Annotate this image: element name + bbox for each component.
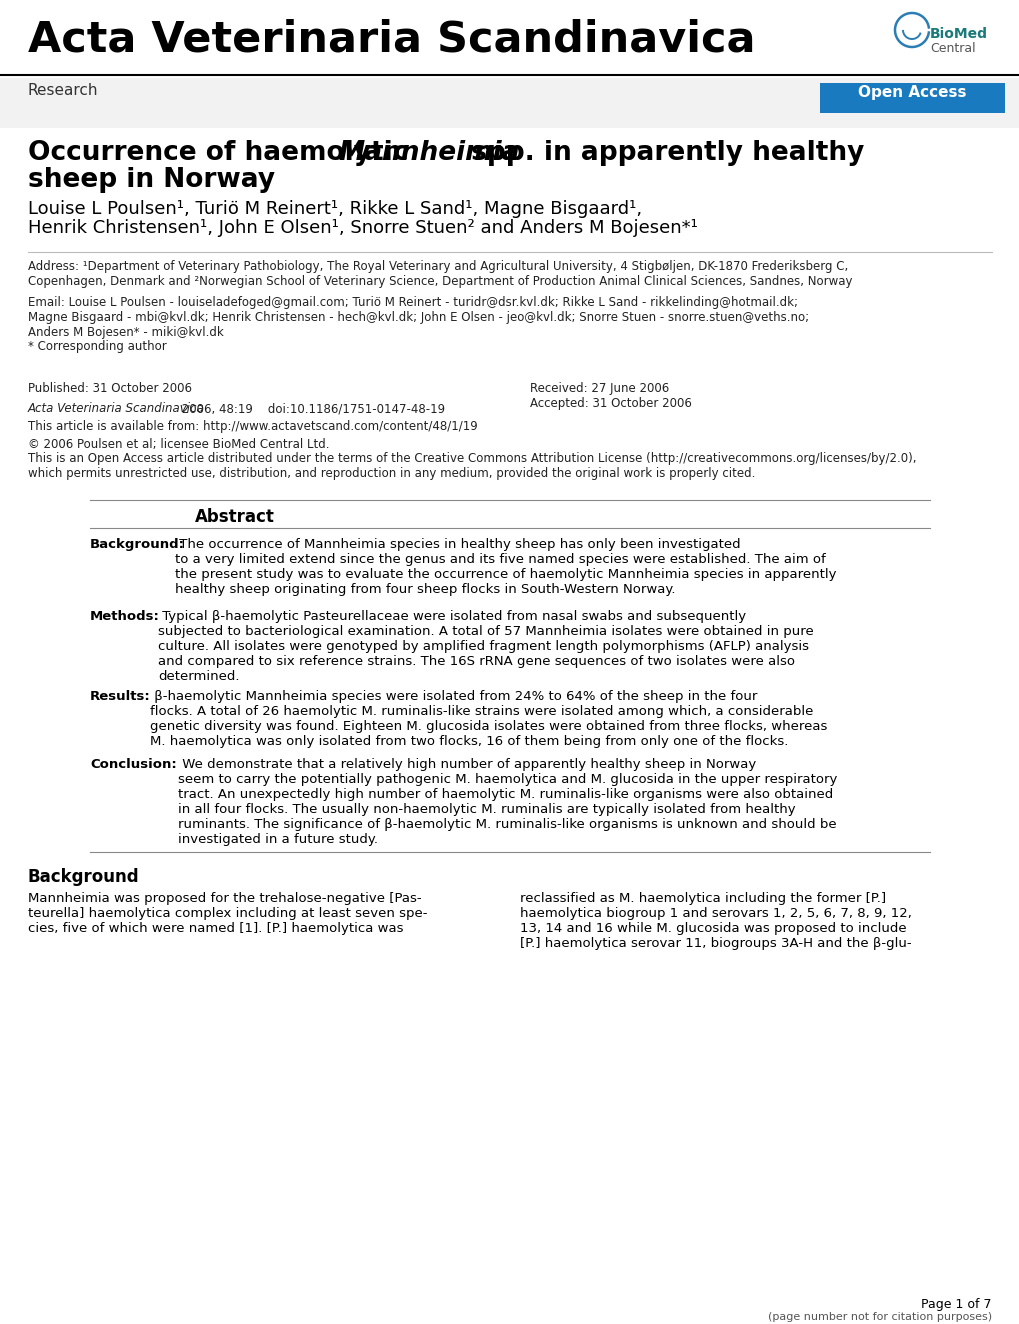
Text: 2006, 48:19    doi:10.1186/1751-0147-48-19: 2006, 48:19 doi:10.1186/1751-0147-48-19 [178,402,444,414]
Text: (page number not for citation purposes): (page number not for citation purposes) [767,1312,991,1321]
Text: Received: 27 June 2006: Received: 27 June 2006 [530,383,668,395]
Text: Occurrence of haemolytic: Occurrence of haemolytic [28,140,417,166]
Text: Page 1 of 7: Page 1 of 7 [920,1298,991,1311]
Text: Background: Background [28,869,140,886]
Text: Acta Veterinaria Scandinavica: Acta Veterinaria Scandinavica [28,402,205,414]
Text: The occurrence of Mannheimia species in healthy sheep has only been investigated: The occurrence of Mannheimia species in … [175,538,836,596]
Text: Acta Veterinaria Scandinavica: Acta Veterinaria Scandinavica [28,19,755,60]
Text: spp. in apparently healthy: spp. in apparently healthy [462,140,863,166]
Text: Results:: Results: [90,690,151,703]
Text: Mannheimia was proposed for the trehalose-negative [Pas-
teurella] haemolytica c: Mannheimia was proposed for the trehalos… [28,892,427,935]
Bar [819,83,1004,113]
Text: reclassified as M. haemolytica including the former [P.]
haemolytica biogroup 1 : reclassified as M. haemolytica including… [520,892,911,951]
Text: © 2006 Poulsen et al; licensee BioMed Central Ltd.: © 2006 Poulsen et al; licensee BioMed Ce… [28,438,329,451]
Text: Typical β-haemolytic Pasteurellaceae were isolated from nasal swabs and subseque: Typical β-haemolytic Pasteurellaceae wer… [158,610,813,683]
Bar [0,78,1019,128]
Text: This is an Open Access article distributed under the terms of the Creative Commo: This is an Open Access article distribut… [28,451,916,481]
Text: Address: ¹Department of Veterinary Pathobiology, The Royal Veterinary and Agricu: Address: ¹Department of Veterinary Patho… [28,260,852,289]
Text: Abstract: Abstract [195,508,274,526]
Text: Email: Louise L Poulsen - louiseladefoged@gmail.com; Turiö M Reinert - turidr@d: Email: Louise L Poulsen - louiseladefoge… [28,297,808,339]
Text: Central: Central [929,42,974,56]
Text: Louise L Poulsen¹, Turiö M Reinert¹, Rikke L Sand¹, Magne Bisgaard¹,: Louise L Poulsen¹, Turiö M Reinert¹, Ri… [28,200,642,218]
Text: Accepted: 31 October 2006: Accepted: 31 October 2006 [530,397,691,410]
Text: BioMed: BioMed [929,26,987,41]
Text: * Corresponding author: * Corresponding author [28,340,166,354]
Text: Background:: Background: [90,538,184,551]
Text: sheep in Norway: sheep in Norway [28,167,275,193]
Text: Research: Research [28,83,99,98]
Text: Mannheimia: Mannheimia [337,140,519,166]
Text: We demonstrate that a relatively high number of apparently healthy sheep in Norw: We demonstrate that a relatively high nu… [178,759,837,846]
Text: Henrik Christensen¹, John E Olsen¹, Snorre Stuen² and Anders M Bojesen*¹: Henrik Christensen¹, John E Olsen¹, Snor… [28,218,697,237]
Text: This article is available from: http://www.actavetscand.com/content/48/1/19: This article is available from: http://w… [28,420,477,433]
Text: Open Access: Open Access [857,85,965,101]
Text: Methods:: Methods: [90,610,160,624]
Text: Published: 31 October 2006: Published: 31 October 2006 [28,383,192,395]
Text: β-haemolytic Mannheimia species were isolated from 24% to 64% of the sheep in th: β-haemolytic Mannheimia species were iso… [150,690,826,748]
Text: Conclusion:: Conclusion: [90,759,176,771]
